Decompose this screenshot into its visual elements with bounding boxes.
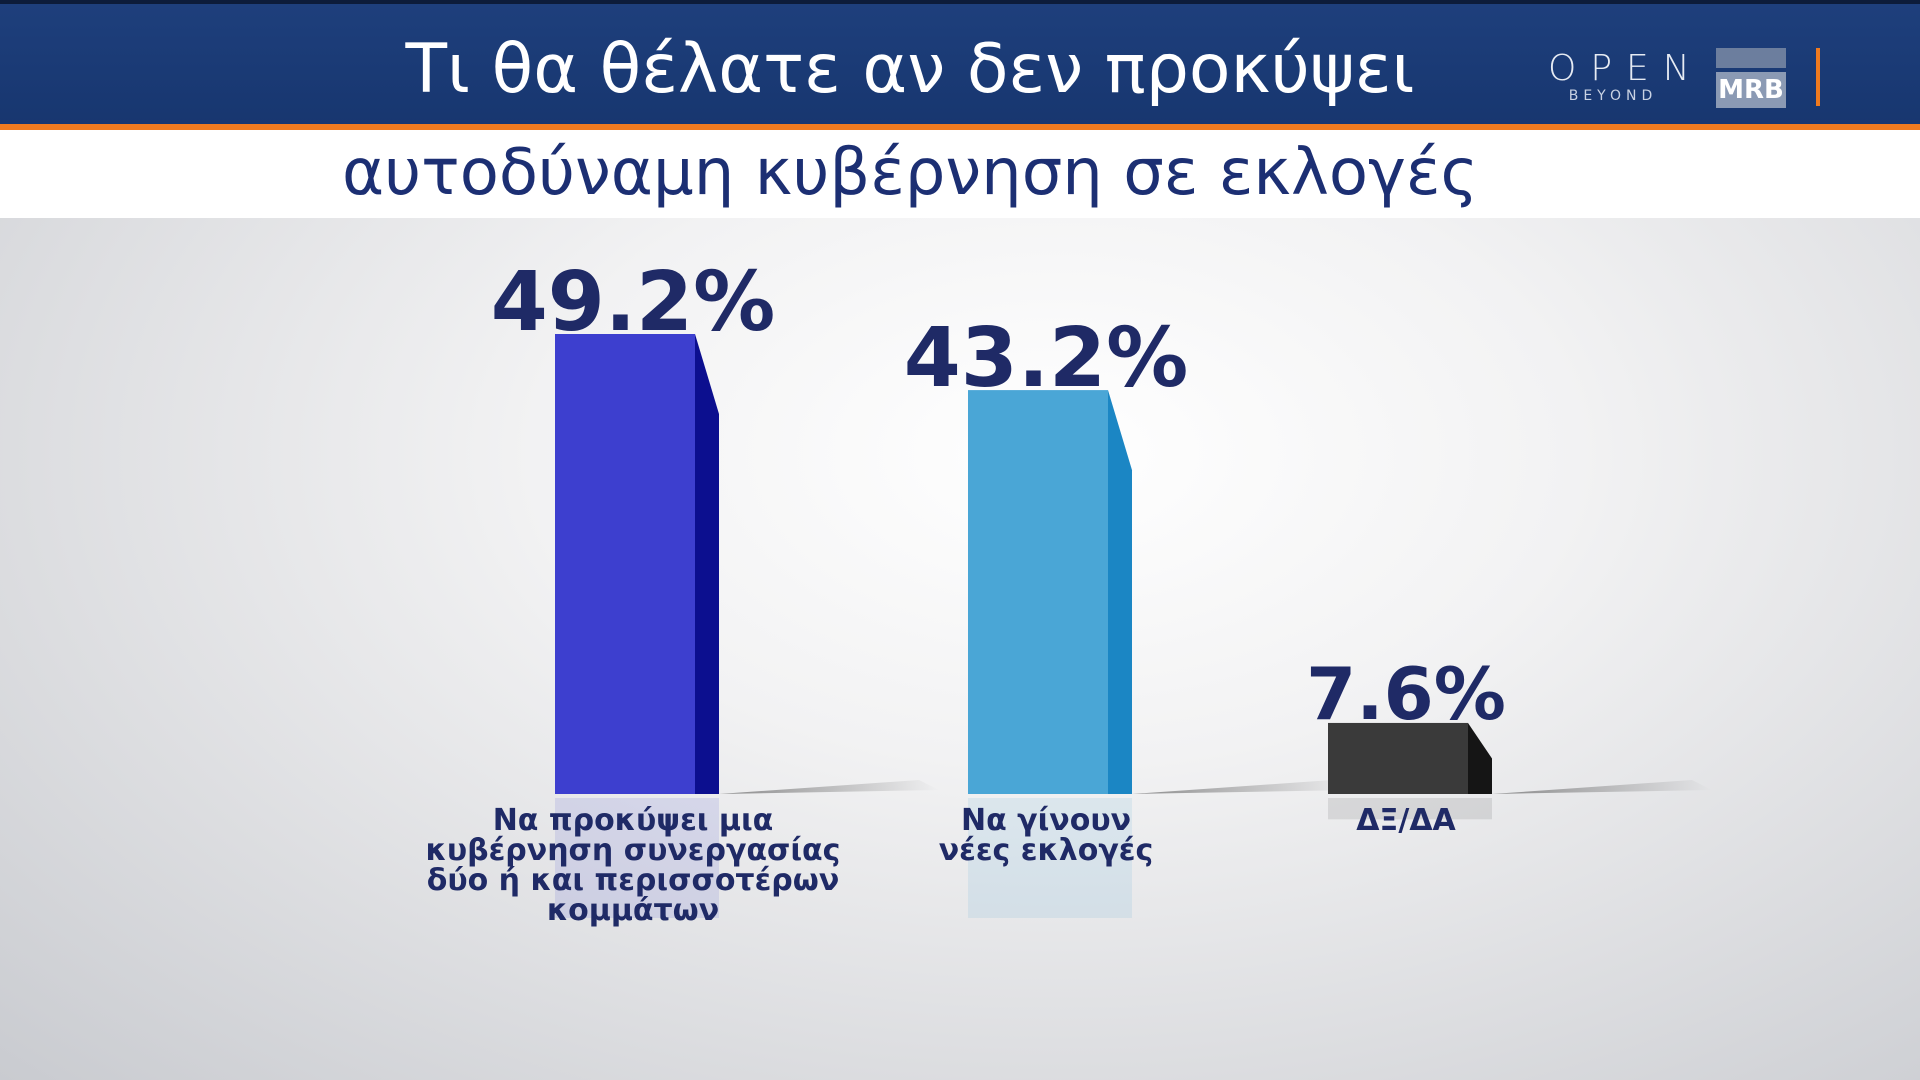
header-accent-line — [0, 124, 1920, 130]
category-label-1-line-1: Να προκύψει μια — [493, 803, 774, 838]
value-label-1: 49.2% — [491, 255, 775, 350]
category-label-1-line-4: κομμάτων — [547, 893, 719, 928]
category-label-3-line-1: ΔΞ/ΔΑ — [1356, 803, 1456, 838]
category-label-1-line-3: δύο ή και περισσοτέρων — [427, 863, 840, 898]
bar-side-1 — [695, 334, 719, 794]
subtitle-bar — [0, 130, 1920, 218]
open-logo-subtext: BEYOND — [1568, 88, 1658, 104]
bar-2 — [968, 390, 1108, 794]
category-label-1-line-2: κυβέρνηση συνεργασίας — [426, 833, 841, 868]
chart-title: Τι θα θέλατε αν δεν προκύψει — [405, 30, 1415, 109]
mrb-logo-text: MRB — [1716, 72, 1786, 108]
mrb-logo: MRB — [1716, 48, 1786, 108]
orange-divider — [1816, 48, 1820, 106]
category-label-2-line-2: νέες εκλογές — [939, 833, 1154, 868]
bar-side-2 — [1108, 390, 1132, 794]
bar-side-3 — [1468, 722, 1492, 794]
bar-reflection-2 — [968, 798, 1132, 918]
bar-3 — [1328, 722, 1468, 794]
bar-shadow-2 — [1132, 780, 1352, 794]
category-label-2-line-1: Να γίνουν — [961, 803, 1131, 838]
open-beyond-logo: OPEN BEYOND — [1548, 48, 1704, 105]
chart-subtitle: αυτοδύναμη κυβέρνηση σε εκλογές — [341, 136, 1479, 210]
open-logo-text: OPEN — [1548, 48, 1704, 89]
value-label-2: 43.2% — [904, 311, 1188, 406]
bar-shadow-3 — [1492, 780, 1712, 794]
value-label-3: 7.6% — [1306, 652, 1506, 736]
bar-1 — [555, 334, 695, 794]
mrb-logo-stripe — [1716, 48, 1786, 68]
bar-shadow-1 — [719, 780, 939, 794]
bar-reflection-3 — [1328, 798, 1492, 820]
header-bar — [0, 0, 1920, 128]
bar-reflection-1 — [555, 798, 719, 918]
